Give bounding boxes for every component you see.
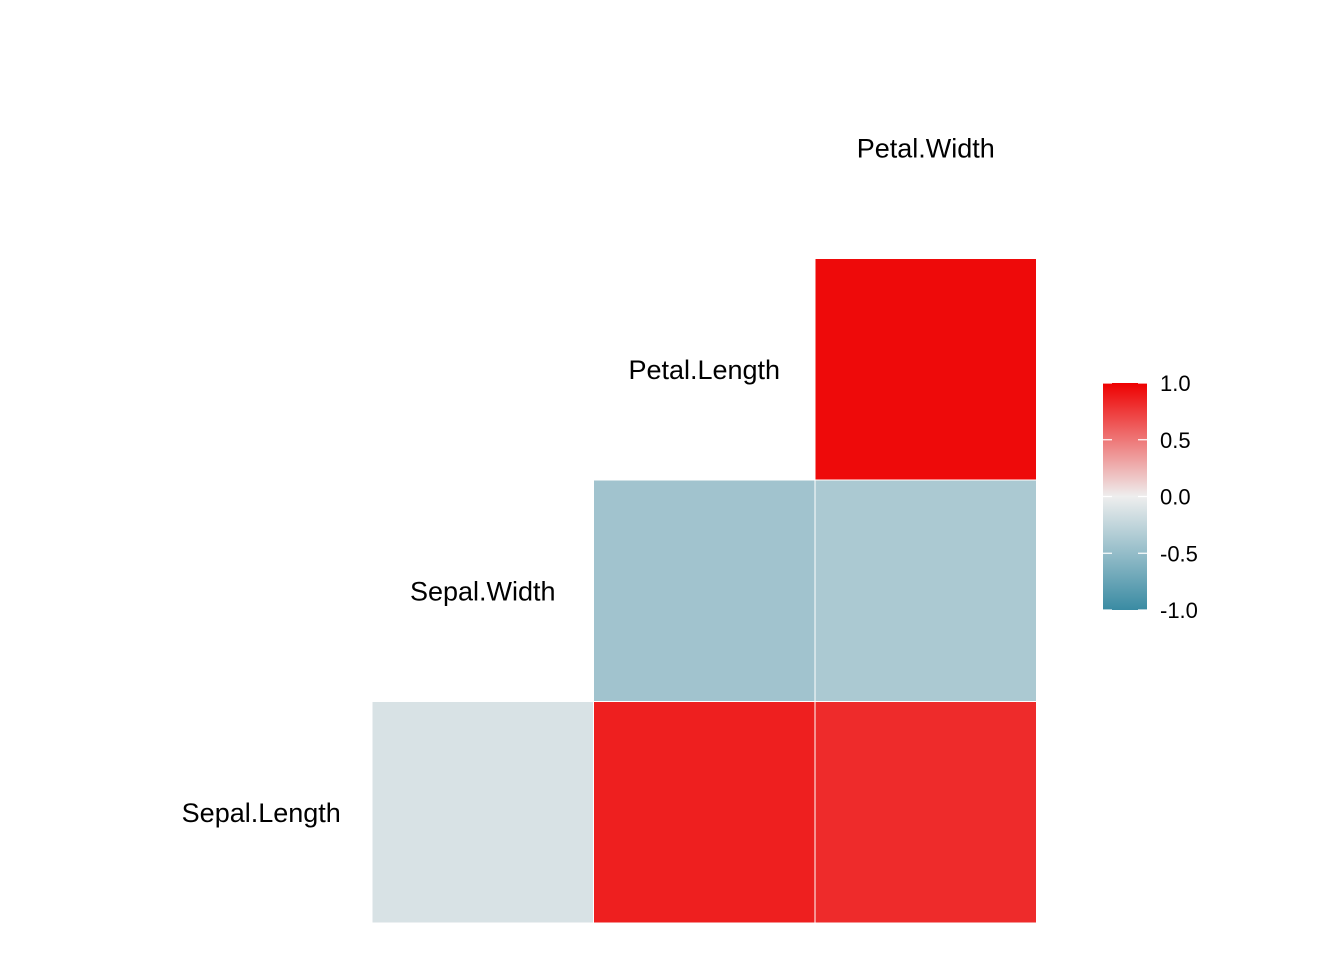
variable-labels: Sepal.Length Sepal.Width Petal.Length Petal… (182, 133, 995, 828)
variable-label-petal-width: Petal.Width (857, 133, 995, 163)
heatmap-cell-sepal-length-petal-length (593, 701, 816, 924)
tiles-layer (371, 258, 1037, 924)
legend-tick-label: 1.0 (1160, 371, 1191, 396)
variable-label-sepal-length: Sepal.Length (182, 798, 341, 828)
legend-tick-label: 0.0 (1160, 485, 1191, 510)
heatmap-cell-petal-length-petal-width (814, 258, 1037, 481)
heatmap-cell-sepal-width-petal-width (814, 479, 1037, 702)
heatmap-cell-sepal-length-petal-width (814, 701, 1037, 924)
legend-tick-label: -1.0 (1160, 598, 1198, 623)
legend-tick-label: 0.5 (1160, 428, 1191, 453)
heatmap-cell-sepal-width-petal-length (593, 479, 816, 702)
variable-label-sepal-width: Sepal.Width (410, 576, 556, 606)
heatmap-cell-sepal-length-sepal-width (371, 701, 594, 924)
variable-label-petal-length: Petal.Length (628, 355, 780, 385)
legend-tick-label: -0.5 (1160, 541, 1198, 566)
color-legend: 1.0 0.5 0.0 -0.5 -1.0 (1103, 371, 1198, 623)
legend-ticks: 1.0 0.5 0.0 -0.5 -1.0 (1103, 371, 1198, 623)
